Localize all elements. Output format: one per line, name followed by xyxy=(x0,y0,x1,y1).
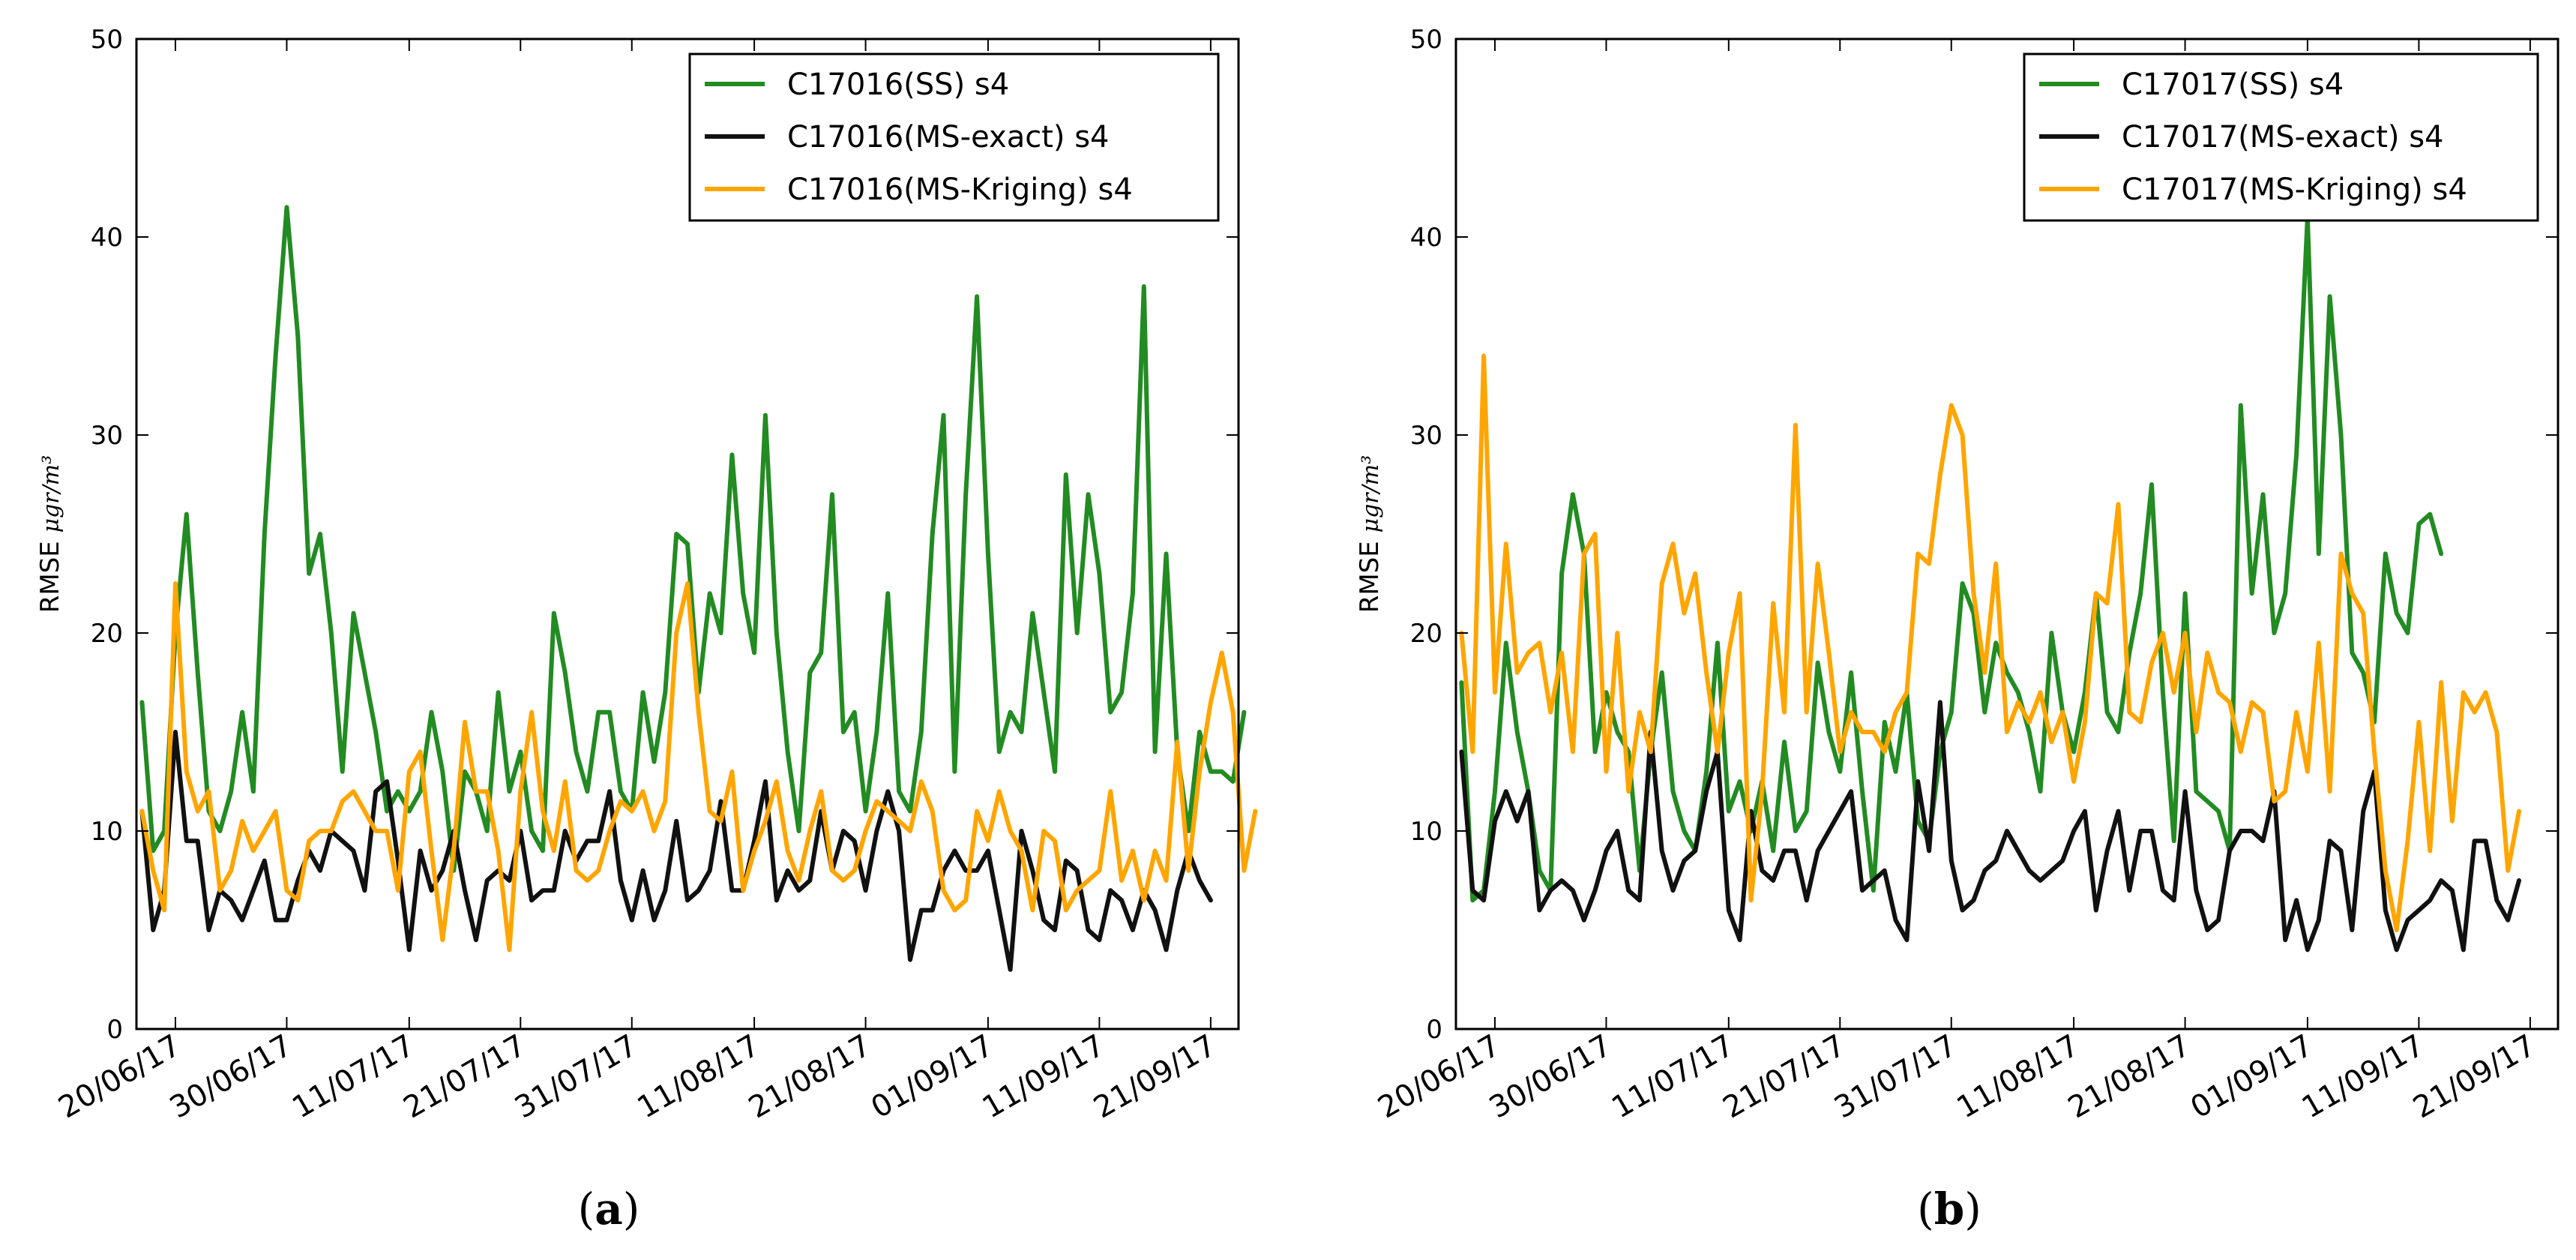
legend-box-a xyxy=(688,52,1220,222)
x-tick-label-a-3: 21/07/17 xyxy=(398,1028,532,1126)
y-tick-label-b-1: 10 xyxy=(1410,817,1442,847)
series-line-a-1 xyxy=(139,730,1213,972)
series-line-b-1 xyxy=(1459,700,2521,952)
x-tick-label-b-5: 11/08/17 xyxy=(1951,1028,2086,1126)
y-tick-label-a-2: 20 xyxy=(91,619,123,649)
legend-label-a-1: C17016(MS-exact) s4 xyxy=(787,120,1110,154)
legend-label-a-2: C17016(MS-Kriging) s4 xyxy=(787,172,1133,207)
y-tick-label-b-5: 50 xyxy=(1410,25,1442,55)
series-group-b xyxy=(1459,214,2521,952)
x-tick-label-b-6: 21/08/17 xyxy=(2062,1028,2197,1126)
x-tick-label-b-1: 30/06/17 xyxy=(1484,1028,1618,1126)
legend-b: C17017(SS) s4 C17017(MS-exact) s4 C17017(M… xyxy=(2023,52,2539,222)
x-tick-label-a-6: 21/08/17 xyxy=(743,1028,877,1126)
series-line-a-2 xyxy=(139,581,1258,952)
y-tick-label-a-1: 10 xyxy=(91,817,123,847)
axes-frame-a xyxy=(135,38,1240,1030)
x-tick-label-b-7: 01/09/17 xyxy=(2185,1028,2319,1126)
legend-label-b-2: C17017(MS-Kriging) s4 xyxy=(2122,172,2467,207)
y-tick-label-b-0: 0 xyxy=(1426,1015,1442,1045)
legend-a: C17016(SS) s4 C17016(MS-exact) s4 C17016(M… xyxy=(688,52,1220,222)
y-tick-label-a-0: 0 xyxy=(106,1015,123,1045)
y-tick-label-a-4: 40 xyxy=(91,223,123,253)
x-tick-label-b-4: 31/07/17 xyxy=(1829,1028,1963,1126)
panel-label-a: (a) xyxy=(578,1184,640,1234)
axes-frame-b xyxy=(1454,38,2560,1030)
y-tick-label-a-5: 50 xyxy=(91,25,123,55)
chart-panel-a: 0102030405020/06/1730/06/1711/07/1721/07… xyxy=(35,25,1258,1234)
y-axis-label-b: RMSE μgr/m³ xyxy=(1355,455,1385,613)
x-tick-label-a-9: 21/09/17 xyxy=(1088,1028,1222,1126)
y-tick-label-b-4: 40 xyxy=(1410,223,1442,253)
y-axis-label-a: RMSE μgr/m³ xyxy=(35,455,65,613)
x-tick-label-a-7: 01/09/17 xyxy=(865,1028,999,1126)
x-tick-label-b-9: 21/09/17 xyxy=(2407,1028,2542,1126)
series-group-a xyxy=(139,205,1258,972)
series-line-a-0 xyxy=(139,205,1247,873)
y-tick-label-b-3: 30 xyxy=(1410,421,1442,451)
x-tick-label-a-5: 11/08/17 xyxy=(632,1028,766,1126)
x-tick-label-b-3: 21/07/17 xyxy=(1718,1028,1852,1126)
series-line-b-2 xyxy=(1459,353,2521,932)
x-tick-label-b-2: 11/07/17 xyxy=(1606,1028,1740,1126)
x-tick-label-a-4: 31/07/17 xyxy=(509,1028,643,1126)
y-tick-label-a-3: 30 xyxy=(91,421,123,451)
legend-label-b-0: C17017(SS) s4 xyxy=(2122,68,2344,102)
chart-panel-b: 0102030405020/06/1730/06/1711/07/1721/07… xyxy=(1355,25,2560,1234)
legend-label-a-0: C17016(SS) s4 xyxy=(787,68,1009,102)
x-tick-label-a-1: 30/06/17 xyxy=(164,1028,298,1126)
panel-label-b: (b) xyxy=(1917,1184,1981,1234)
x-tick-label-b-8: 11/09/17 xyxy=(2296,1028,2431,1126)
legend-label-b-1: C17017(MS-exact) s4 xyxy=(2122,120,2444,154)
y-tick-label-b-2: 20 xyxy=(1410,619,1442,649)
x-tick-label-a-8: 11/09/17 xyxy=(977,1028,1111,1126)
legend-box-b xyxy=(2023,52,2539,222)
x-tick-label-a-2: 11/07/17 xyxy=(286,1028,421,1126)
